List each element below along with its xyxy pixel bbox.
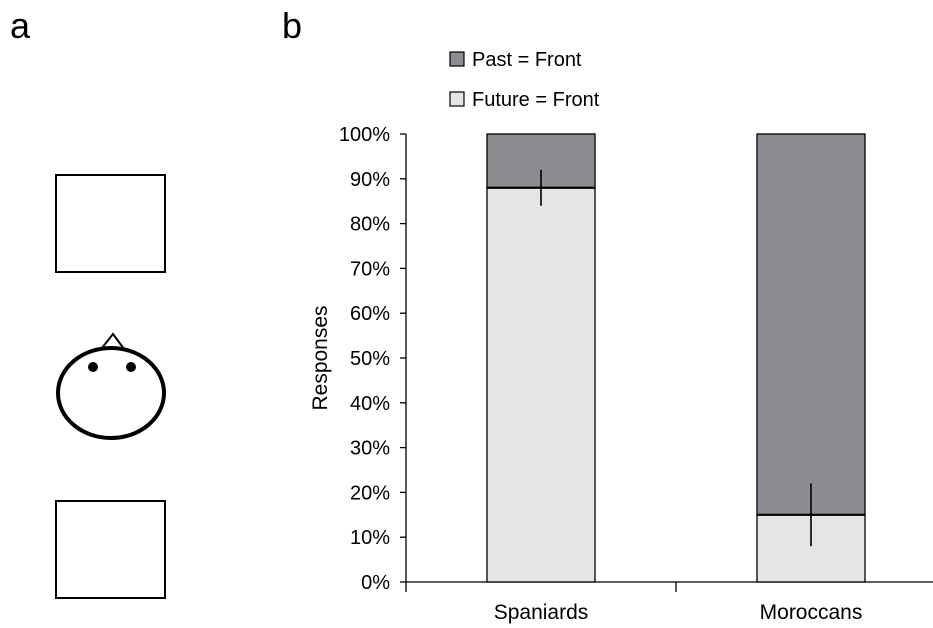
panel-label-a: a [10, 5, 31, 46]
bottom-square [55, 500, 166, 599]
y-tick-label: 20% [350, 482, 390, 504]
head-icon [56, 332, 166, 440]
plot-area: 0% 10% 20% 30% 40% 50% 60% 70% 80% 90% 100% Spaniar… [339, 124, 933, 624]
bar-segment [486, 187, 596, 583]
y-tick-label: 40% [350, 393, 390, 415]
y-tick-label: 70% [350, 258, 390, 280]
y-tick-label: 50% [350, 348, 390, 370]
head-outline [56, 346, 166, 440]
top-square [55, 174, 166, 273]
legend-label-past: Past = Front [472, 49, 582, 71]
panel-label-b: b [282, 5, 303, 46]
head-right-eye [126, 362, 136, 372]
y-tick-label: 0% [361, 572, 390, 594]
y-tick-label: 100% [339, 124, 390, 146]
y-axis-title: Responses [309, 305, 332, 410]
y-tick-label: 10% [350, 527, 390, 549]
chart-legend: Past = Front Future = Front [449, 49, 600, 111]
x-category-label: Spaniards [494, 601, 589, 624]
y-tick-label: 80% [350, 214, 390, 236]
legend-label-future: Future = Front [472, 89, 600, 111]
y-tick-label: 90% [350, 169, 390, 191]
bar-segment [756, 133, 866, 516]
y-tick-label: 60% [350, 303, 390, 325]
y-tick-label: 30% [350, 438, 390, 460]
x-category-label: Moroccans [760, 601, 863, 624]
head-left-eye [88, 362, 98, 372]
legend-swatch-future [449, 91, 465, 107]
legend-swatch-past [449, 51, 465, 67]
